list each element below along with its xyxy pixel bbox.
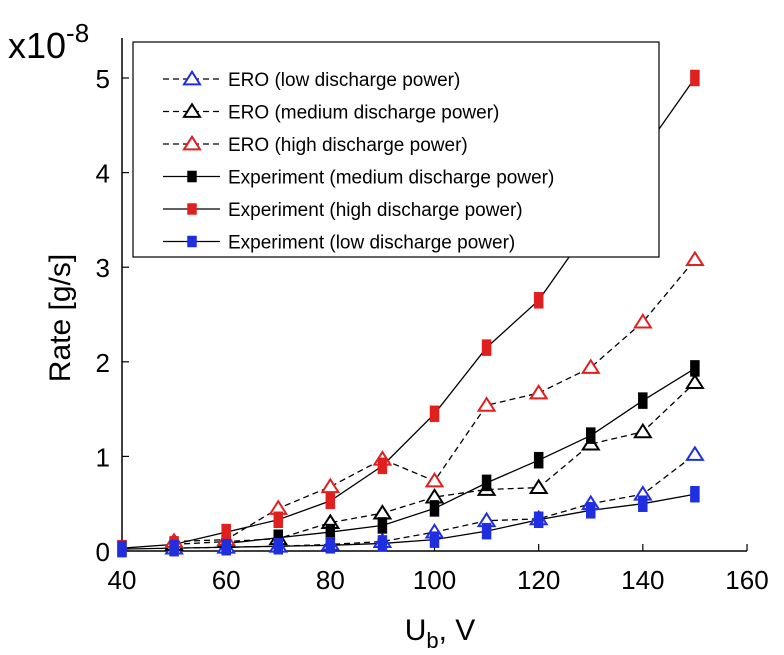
- data-point-square: [377, 535, 388, 552]
- data-point-square: [377, 517, 388, 534]
- x-tick-label: 100: [413, 565, 456, 595]
- data-point-square: [533, 451, 544, 469]
- legend-items: ERO (low discharge power) ERO (medium dis…: [163, 69, 554, 254]
- data-point-square: [273, 538, 283, 555]
- data-point-triangle: [476, 396, 497, 412]
- data-point-square: [690, 360, 700, 377]
- legend-marker-triangle: [182, 134, 202, 151]
- x-axis-title: Ub, V: [405, 614, 476, 653]
- data-point-triangle: [528, 383, 549, 400]
- data-point-triangle: [424, 471, 445, 488]
- legend-label: ERO (low discharge power): [228, 70, 460, 91]
- y-tick-label: 1: [96, 442, 110, 472]
- data-point-square: [690, 69, 700, 87]
- y-tick-label: 3: [96, 253, 110, 283]
- data-point-triangle: [528, 478, 549, 495]
- data-point-square: [377, 457, 388, 475]
- data-point-square: [481, 522, 492, 540]
- series-line: [121, 77, 696, 549]
- y-tick-label: 4: [96, 159, 110, 189]
- legend-label: Experiment (low discharge power): [228, 233, 515, 254]
- data-point-square: [690, 485, 700, 503]
- data-point-square: [429, 531, 440, 548]
- data-point-square: [325, 537, 336, 554]
- series-line: [226, 367, 696, 545]
- data-point-triangle: [685, 373, 705, 390]
- data-point-triangle: [685, 250, 705, 267]
- legend-label: ERO (medium discharge power): [228, 103, 499, 124]
- data-point-triangle: [633, 313, 653, 329]
- legend-marker-square: [187, 203, 197, 215]
- data-point-square: [533, 292, 544, 309]
- y-axis-title: Rate [g/s]: [44, 254, 77, 382]
- y-tick-label: 2: [96, 348, 110, 378]
- scale-factor-label: x10-8: [8, 18, 89, 66]
- data-point-square: [429, 405, 440, 423]
- legend-label: Experiment (medium discharge power): [228, 168, 554, 189]
- legend-label: ERO (high discharge power): [228, 135, 468, 156]
- data-point-triangle: [320, 477, 341, 494]
- x-tick-label: 160: [725, 565, 768, 595]
- data-point-square: [638, 495, 648, 512]
- legend: ERO (low discharge power) ERO (medium dis…: [132, 41, 660, 258]
- x-tick-label: 120: [517, 565, 560, 595]
- data-point-square: [638, 392, 648, 409]
- legend-marker-square: [187, 170, 197, 183]
- data-point-square: [221, 523, 231, 541]
- series-markers: [117, 69, 705, 558]
- data-point-square: [533, 511, 544, 529]
- tick-labels: 40 60 80 100 120 140 160 0 1 2 3 4 5: [96, 64, 769, 595]
- x-tick-label: 140: [621, 565, 664, 595]
- data-point-square: [221, 538, 231, 556]
- data-point-triangle: [633, 422, 653, 439]
- data-point-square: [586, 502, 596, 519]
- data-point-square: [325, 492, 336, 510]
- data-point-square: [117, 540, 127, 558]
- x-tick-label: 80: [316, 565, 345, 595]
- legend-label: Experiment (high discharge power): [228, 200, 523, 221]
- legend-marker-triangle: [182, 102, 202, 118]
- data-point-triangle: [372, 504, 393, 520]
- legend-marker-square: [187, 235, 197, 248]
- data-point-square: [169, 539, 179, 557]
- y-tick-label: 5: [96, 64, 110, 94]
- data-point-square: [273, 511, 283, 529]
- data-point-triangle: [580, 358, 601, 374]
- y-tick-label: 0: [96, 537, 110, 567]
- data-point-square: [481, 339, 492, 356]
- legend-marker-triangle: [182, 69, 202, 86]
- legend-box: [132, 41, 660, 258]
- data-point-triangle: [685, 445, 705, 461]
- x-tick-label: 60: [212, 565, 241, 595]
- data-point-square: [429, 500, 440, 517]
- data-point-square: [481, 474, 492, 492]
- x-tick-label: 40: [108, 565, 137, 595]
- data-point-square: [586, 427, 596, 444]
